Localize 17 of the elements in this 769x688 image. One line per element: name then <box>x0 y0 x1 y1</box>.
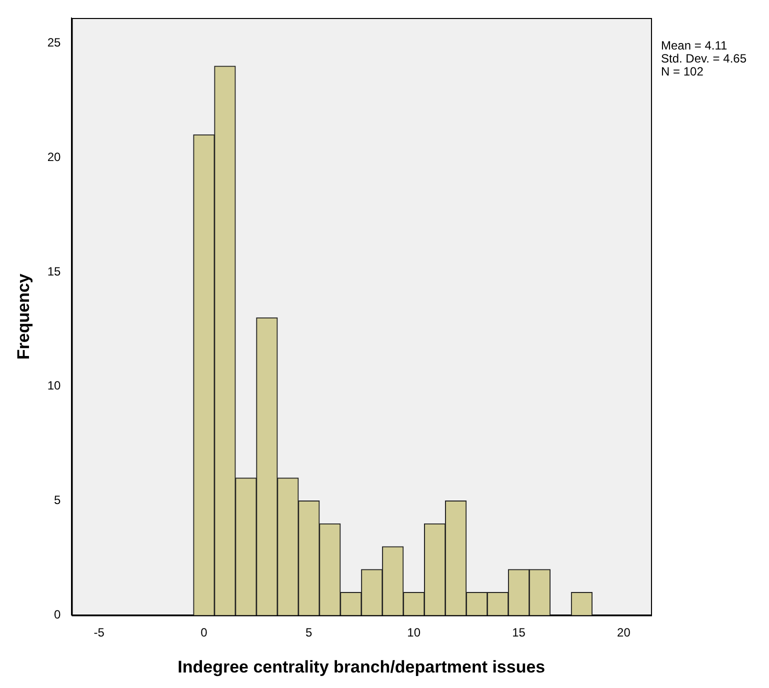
x-tick-label: 15 <box>512 626 526 640</box>
x-tick-label: 0 <box>200 626 208 640</box>
y-axis-title: Frequency <box>14 273 33 360</box>
x-tick-label: -5 <box>94 626 105 640</box>
text: Std. Dev. = 4.65 <box>661 51 747 66</box>
x-axis-title: Indegree centrality branch/department issues <box>178 657 546 676</box>
x-tick-label: 10 <box>407 626 421 640</box>
y-tick-label: 20 <box>47 150 62 164</box>
y-tick-label: 25 <box>47 35 62 50</box>
y-tick-label: 5 <box>54 493 62 508</box>
y-tick-label: 10 <box>47 378 62 393</box>
text: N = 102 <box>661 64 704 78</box>
x-tick-label: 5 <box>306 626 313 640</box>
y-tick-label: 15 <box>47 264 62 278</box>
text: Mean = 4.11 <box>661 38 728 52</box>
y-tick-label: 0 <box>54 608 62 622</box>
x-tick-label: 20 <box>617 626 631 640</box>
